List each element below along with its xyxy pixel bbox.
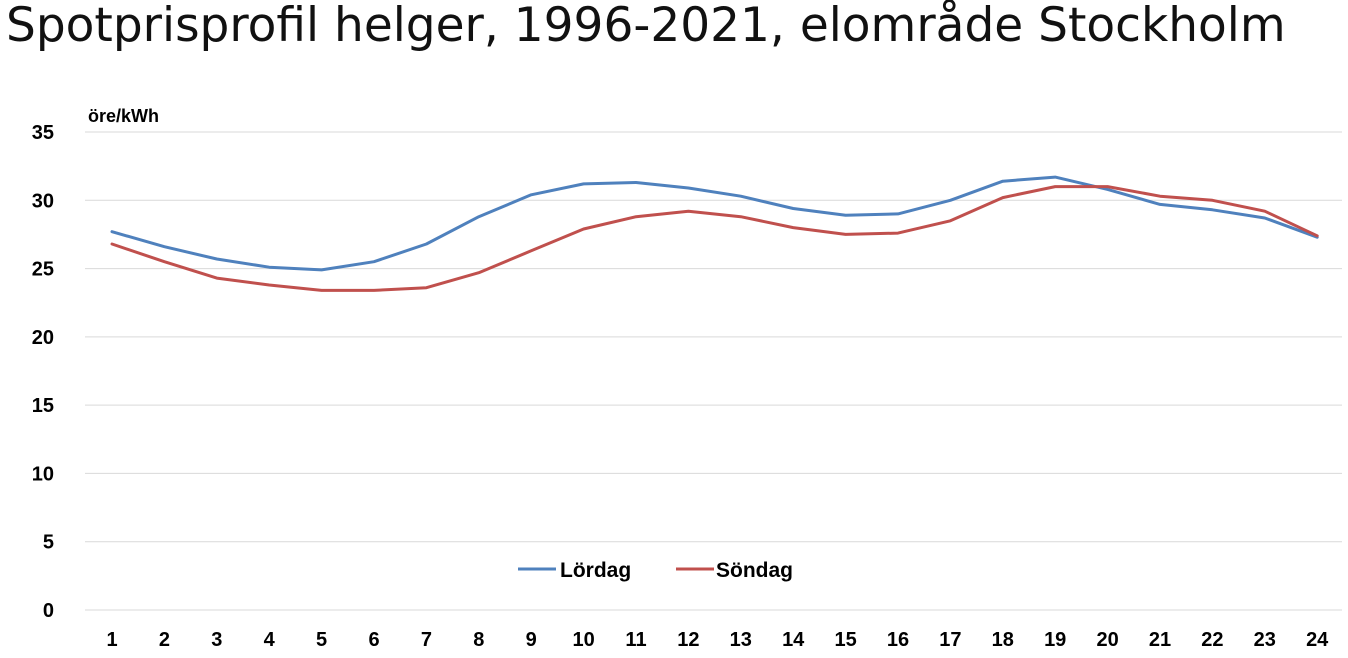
- x-tick-label-21: 21: [1149, 629, 1171, 651]
- x-tick-label-14: 14: [782, 629, 805, 651]
- x-tick-label-16: 16: [887, 629, 909, 651]
- y-tick-label-35: 35: [32, 122, 54, 144]
- x-tick-label-1: 1: [106, 629, 117, 651]
- x-tick-label-11: 11: [625, 629, 646, 651]
- gridlines: [85, 131, 1342, 611]
- y-tick-label-0: 0: [43, 600, 54, 622]
- x-tick-label-15: 15: [834, 629, 856, 651]
- y-tick-label-25: 25: [32, 259, 54, 281]
- series-lines: [110, 175, 1319, 292]
- y-axis-unit-label: öre/kWh: [88, 106, 159, 126]
- x-tick-label-19: 19: [1044, 629, 1066, 651]
- x-tick-label-23: 23: [1254, 629, 1276, 651]
- y-tick-label-5: 5: [43, 532, 54, 554]
- x-tick-label-20: 20: [1096, 629, 1118, 651]
- chart-title: Spotprisprofil helger, 1996-2021, elområ…: [6, 0, 1286, 53]
- legend-label-sondag: Söndag: [716, 559, 793, 582]
- x-tick-label-10: 10: [572, 629, 594, 651]
- x-tick-label-17: 17: [939, 629, 961, 651]
- y-tick-label-15: 15: [32, 395, 54, 417]
- y-tick-label-10: 10: [32, 463, 54, 485]
- legend: Lördag Söndag: [518, 559, 793, 582]
- x-tick-label-12: 12: [677, 629, 699, 651]
- y-tick-label-30: 30: [32, 190, 54, 212]
- series-line-lordag: [110, 175, 1319, 272]
- x-tick-label-22: 22: [1201, 629, 1223, 651]
- x-tick-label-4: 4: [264, 629, 276, 651]
- x-tick-label-5: 5: [316, 629, 327, 651]
- x-tick-label-6: 6: [368, 629, 379, 651]
- x-tick-label-13: 13: [730, 629, 752, 651]
- x-tick-label-9: 9: [526, 629, 537, 651]
- x-tick-label-18: 18: [992, 629, 1014, 651]
- legend-label-lordag: Lördag: [560, 559, 631, 582]
- y-tick-label-20: 20: [32, 327, 54, 349]
- x-tick-label-8: 8: [473, 629, 484, 651]
- x-tick-label-7: 7: [421, 629, 432, 651]
- x-axis-tick-labels: 1 2 3 4 5 6 7 8 9 10 11 12 13 14 15 16 17 18 19 20 21 22 23 24: [106, 629, 1329, 651]
- x-tick-label-2: 2: [159, 629, 170, 651]
- x-tick-label-24: 24: [1306, 629, 1329, 651]
- x-tick-label-3: 3: [211, 629, 222, 651]
- series-line-sondag: [110, 185, 1319, 292]
- y-axis-tick-labels: 0 5 10 15 20 25 30 35: [32, 122, 54, 622]
